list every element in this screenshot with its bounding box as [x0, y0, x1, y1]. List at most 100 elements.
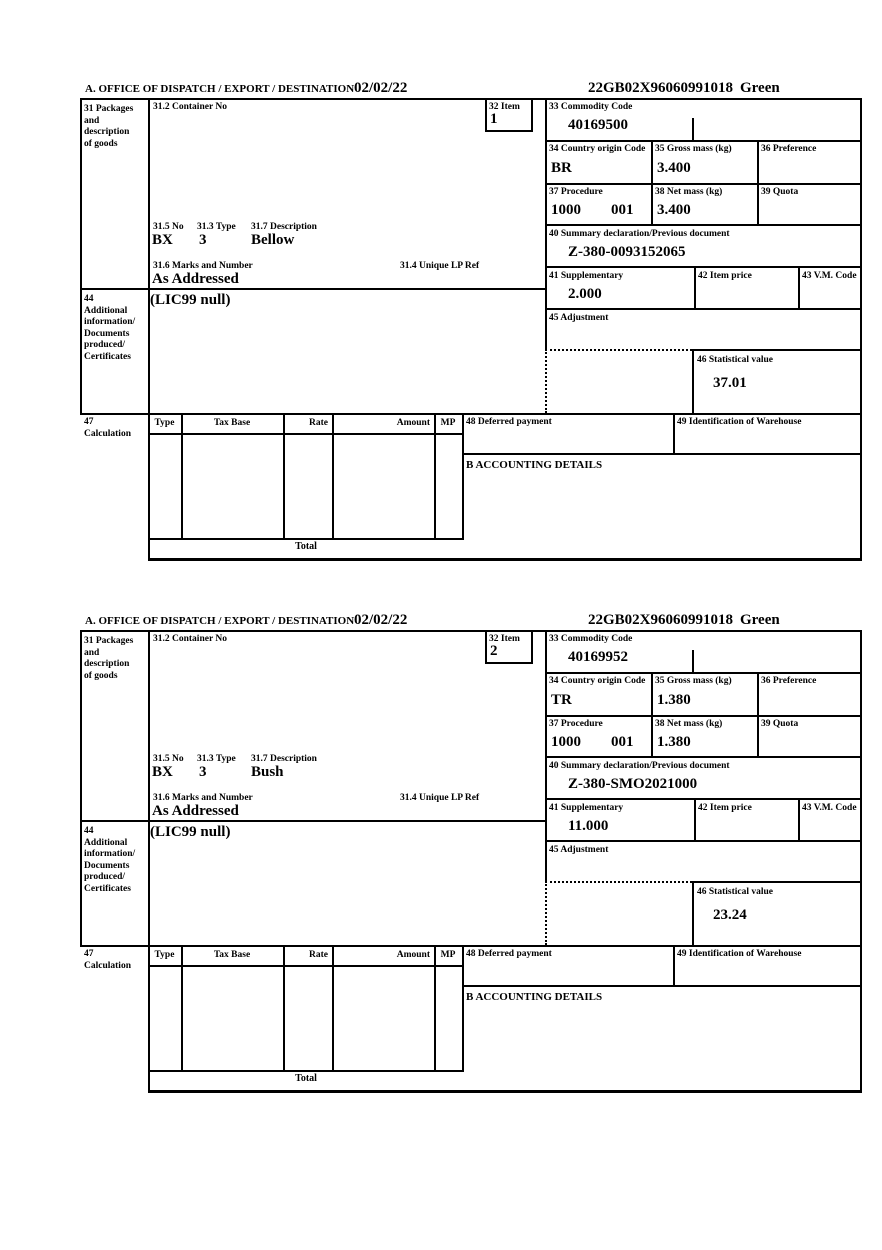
form-line: [651, 140, 653, 224]
form-line: [80, 413, 862, 415]
form-line: [181, 413, 183, 538]
form-line: [692, 349, 694, 413]
box31-4-label: 31.4 Unique LP Ref: [400, 261, 480, 271]
item-number-value: 2: [490, 643, 498, 659]
form-line: [148, 630, 150, 1092]
box39-label: 39 Quota: [761, 187, 799, 197]
commodity-code-value: 40169500: [568, 117, 628, 133]
commodity-code-tick: [692, 118, 694, 140]
box40-label: 40 Summary declaration/Previous document: [549, 229, 730, 239]
net-mass-value: 3.400: [657, 202, 691, 218]
box31-2-label: 31.2 Container No: [153, 634, 227, 644]
calc-col-rate: Rate: [309, 418, 328, 428]
form-line: [332, 413, 334, 538]
statistical-value: 23.24: [713, 907, 747, 923]
supplementary-value: 11.000: [568, 818, 609, 834]
form-line: [148, 433, 464, 435]
form-line: [531, 98, 533, 130]
packages-type-value: 3: [199, 232, 207, 248]
box37-label: 37 Procedure: [549, 719, 603, 729]
form-line: [545, 672, 862, 674]
calc-col-tax-base: Tax Base: [213, 950, 251, 960]
form-line: [545, 715, 862, 717]
packages-no-value: BX: [152, 764, 173, 780]
form-line: [485, 662, 533, 664]
form-line: [283, 413, 285, 538]
box33-label: 33 Commodity Code: [549, 102, 633, 112]
box47-label: 47 Calculation: [84, 949, 131, 971]
box40-label: 40 Summary declaration/Previous document: [549, 761, 730, 771]
calc-col-amount: Amount: [396, 950, 430, 960]
form-line: [545, 183, 862, 185]
form-line: [798, 798, 800, 840]
form-line: [80, 98, 82, 413]
dotted-line: [545, 349, 692, 351]
box41-label: 41 Supplementary: [549, 803, 624, 813]
movement-reference-value: 22GB02X96060991018: [588, 80, 734, 96]
accounting-details-label: B ACCOUNTING DETAILS: [466, 991, 603, 1003]
box35-label: 35 Gross mass (kg): [655, 144, 732, 154]
box46-label: 46 Statistical value: [697, 887, 773, 897]
form-line: [692, 349, 862, 351]
procedure-suffix-value: 001: [611, 202, 634, 218]
box45-label: 45 Adjustment: [549, 313, 609, 323]
dotted-line: [545, 881, 547, 945]
box37-label: 37 Procedure: [549, 187, 603, 197]
form-line: [283, 945, 285, 1070]
form-line: [692, 881, 694, 945]
calc-col-mp: MP: [440, 950, 456, 960]
form-line: [462, 945, 464, 1070]
item-number-value: 1: [490, 111, 498, 127]
form-line: [80, 945, 862, 947]
form-line: [148, 965, 464, 967]
form-line: [80, 630, 82, 945]
date-value: 02/02/22: [354, 612, 408, 628]
box31-7-label: 31.7 Description: [251, 754, 317, 764]
box35-label: 35 Gross mass (kg): [655, 676, 732, 686]
box49-label: 49 Identification of Warehouse: [677, 949, 802, 959]
form-line: [545, 756, 862, 758]
calc-col-mp: MP: [440, 418, 456, 428]
form-line: [148, 1070, 464, 1072]
form-line: [148, 558, 862, 561]
total-label: Total: [295, 541, 317, 552]
routing-status-value: Green: [740, 612, 780, 628]
box31-6-label: 31.6 Marks and Number: [153, 261, 253, 271]
form-line: [545, 140, 862, 142]
supplementary-value: 2.000: [568, 286, 602, 302]
country-origin-value: TR: [551, 692, 572, 708]
box33-label: 33 Commodity Code: [549, 634, 633, 644]
form-line: [462, 453, 860, 455]
form-line: [462, 985, 860, 987]
form-line: [485, 130, 533, 132]
box31-label: 31 Packages and description of goods: [84, 104, 134, 149]
form-line: [80, 98, 862, 100]
form-line: [545, 224, 862, 226]
form-line: [531, 630, 533, 662]
form-line: [673, 413, 675, 453]
packages-type-value: 3: [199, 764, 207, 780]
box32-label: 32 Item: [489, 634, 520, 644]
calc-col-amount: Amount: [396, 418, 430, 428]
form-line: [485, 630, 487, 662]
box46-label: 46 Statistical value: [697, 355, 773, 365]
box47-label: 47 Calculation: [84, 417, 131, 439]
accounting-details-label: B ACCOUNTING DETAILS: [466, 459, 603, 471]
form-line: [181, 945, 183, 1070]
goods-description-value: Bellow: [251, 232, 295, 248]
gross-mass-value: 3.400: [657, 160, 691, 176]
form-line: [798, 266, 800, 308]
gross-mass-value: 1.380: [657, 692, 691, 708]
dotted-line: [545, 881, 692, 883]
box34-label: 34 Country origin Code: [549, 676, 646, 686]
procedure-value: 1000: [551, 202, 581, 218]
form-line: [148, 538, 464, 540]
box39-label: 39 Quota: [761, 719, 799, 729]
form-line: [860, 630, 862, 1093]
office-of-dispatch-label: A. OFFICE OF DISPATCH / EXPORT / DESTINA…: [85, 83, 355, 95]
box43-label: 43 V.M. Code: [802, 803, 857, 813]
box44-label: 44 Additional information/ Documents pro…: [84, 294, 136, 362]
form-line: [332, 945, 334, 1070]
commodity-code-tick: [692, 650, 694, 672]
statistical-value: 37.01: [713, 375, 747, 391]
